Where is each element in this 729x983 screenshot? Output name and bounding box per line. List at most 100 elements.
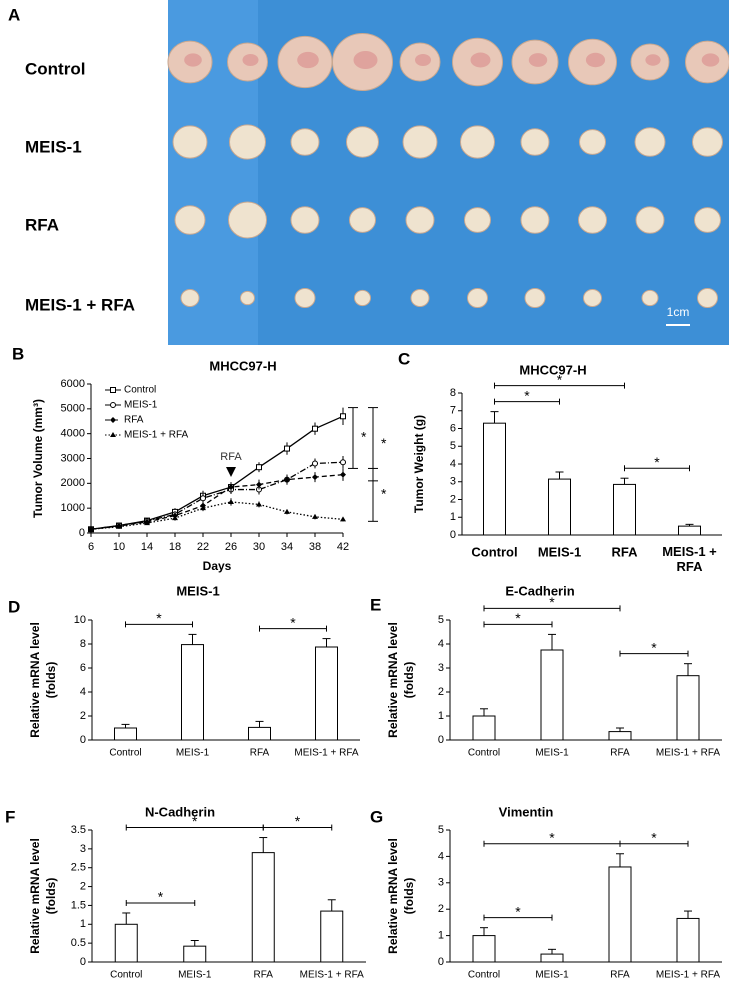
legend-label: Control bbox=[124, 385, 156, 396]
y-tick-label: 3 bbox=[438, 877, 444, 889]
panel-letter: A bbox=[8, 5, 20, 24]
tumor bbox=[354, 289, 371, 307]
y-tick-label: 2 bbox=[80, 710, 86, 722]
marker bbox=[340, 413, 346, 420]
tumor bbox=[229, 124, 266, 160]
bar bbox=[676, 917, 700, 963]
tumor bbox=[172, 125, 208, 159]
tumor bbox=[290, 128, 320, 156]
tumor bbox=[228, 201, 267, 239]
chart-title: N-Cadherin bbox=[145, 804, 215, 819]
tumor bbox=[349, 207, 376, 233]
y-tick-label: 6000 bbox=[61, 378, 85, 390]
panel-letter: F bbox=[5, 807, 15, 826]
scale-bar-label: 1cm bbox=[667, 305, 690, 319]
row-label: Control bbox=[25, 59, 85, 78]
x-tick-label: Control bbox=[468, 970, 500, 981]
marker bbox=[340, 516, 346, 522]
y-tick-label: 0 bbox=[80, 734, 86, 746]
chart-title: E-Cadherin bbox=[505, 583, 574, 598]
y-tick-label: 3 bbox=[80, 843, 86, 855]
y-tick-label: 1 bbox=[450, 511, 456, 523]
marker bbox=[256, 481, 262, 488]
tumor-vessel bbox=[242, 54, 259, 66]
tumor bbox=[460, 125, 495, 159]
tumor-vessel bbox=[585, 52, 606, 68]
y-axis-label: (folds) bbox=[44, 878, 58, 915]
tumor bbox=[579, 129, 606, 155]
x-tick-label: 34 bbox=[281, 541, 293, 553]
y-axis-label: (folds) bbox=[402, 878, 416, 915]
y-axis-label: Relative mRNA level bbox=[386, 622, 400, 738]
x-tick-label: MEIS-1 + RFA bbox=[656, 748, 721, 759]
y-tick-label: 6 bbox=[450, 422, 456, 434]
panel-letter: E bbox=[370, 595, 381, 614]
tumor bbox=[578, 206, 607, 234]
bar bbox=[548, 478, 571, 536]
y-tick-label: 5 bbox=[438, 614, 444, 626]
significance-label: * bbox=[549, 594, 555, 610]
marker bbox=[284, 445, 290, 452]
y-tick-label: 8 bbox=[80, 638, 86, 650]
panel-letter: C bbox=[398, 349, 410, 368]
y-axis-label: (folds) bbox=[44, 662, 58, 699]
y-axis-label: Relative mRNA level bbox=[28, 838, 42, 954]
y-tick-label: 0.5 bbox=[71, 937, 86, 949]
series-line bbox=[90, 415, 344, 530]
x-tick-label: MEIS-1 bbox=[535, 970, 569, 981]
significance-label: * bbox=[651, 829, 657, 845]
y-tick-label: 2 bbox=[438, 903, 444, 915]
y-tick-label: 2000 bbox=[61, 477, 85, 489]
marker bbox=[110, 402, 116, 408]
significance-label: * bbox=[361, 429, 367, 445]
significance-label: * bbox=[515, 610, 521, 626]
bar bbox=[608, 731, 632, 741]
bar bbox=[472, 935, 496, 963]
x-tick-label: RFA bbox=[612, 544, 639, 559]
x-tick-label: MEIS-1 bbox=[178, 970, 212, 981]
tumor-vessel bbox=[701, 53, 720, 67]
bar bbox=[248, 726, 271, 741]
tumor-photo bbox=[167, 33, 729, 308]
x-tick-label: 10 bbox=[113, 541, 125, 553]
y-tick-label: 1.5 bbox=[71, 899, 86, 911]
x-tick-label: Control bbox=[471, 544, 517, 559]
tumor-vessel bbox=[415, 54, 431, 66]
bar bbox=[608, 866, 632, 963]
bar bbox=[483, 422, 506, 536]
row-label: RFA bbox=[25, 215, 59, 234]
x-tick-label: Control bbox=[110, 970, 142, 981]
series-line bbox=[90, 473, 344, 530]
row-label: MEIS-1 bbox=[25, 137, 82, 156]
tumor bbox=[410, 288, 430, 308]
x-tick-label: Control bbox=[109, 748, 141, 759]
y-tick-label: 3000 bbox=[61, 452, 85, 464]
significance-label: * bbox=[524, 387, 530, 403]
tumor bbox=[346, 126, 379, 158]
bar bbox=[315, 646, 338, 741]
tumor bbox=[405, 206, 435, 234]
bar bbox=[320, 910, 344, 963]
significance-label: * bbox=[295, 813, 301, 829]
bar bbox=[183, 945, 207, 963]
x-axis-label: Days bbox=[203, 559, 232, 573]
y-tick-label: 4 bbox=[438, 638, 444, 650]
y-tick-label: 4 bbox=[450, 458, 456, 470]
marker bbox=[228, 498, 234, 504]
tumor bbox=[694, 207, 721, 233]
y-axis-label: Relative mRNA level bbox=[386, 838, 400, 954]
bar bbox=[613, 483, 636, 536]
panel-letter: G bbox=[370, 807, 383, 826]
marker bbox=[340, 459, 346, 466]
x-tick-label: RFA bbox=[610, 970, 630, 981]
y-tick-label: 8 bbox=[450, 387, 456, 399]
tumor bbox=[524, 288, 546, 308]
x-tick-label: MEIS-1 bbox=[535, 748, 569, 759]
bar bbox=[676, 675, 700, 741]
chart-title: Vimentin bbox=[499, 804, 554, 819]
marker bbox=[312, 425, 318, 432]
x-tick-label: RFA bbox=[254, 970, 274, 981]
significance-label: * bbox=[158, 889, 164, 905]
y-tick-label: 4 bbox=[80, 686, 86, 698]
